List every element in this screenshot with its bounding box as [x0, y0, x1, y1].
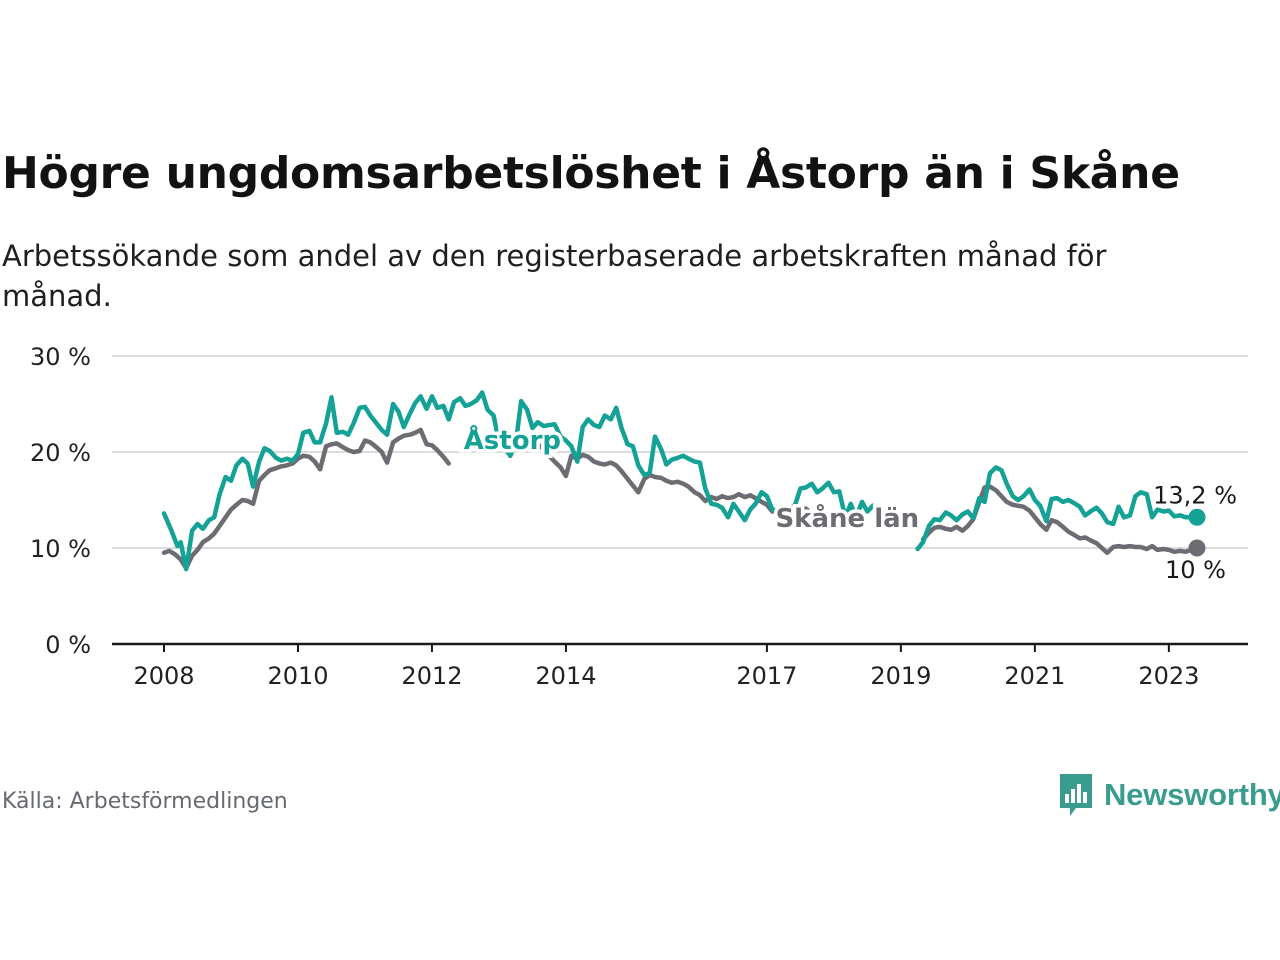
source-note: Källa: Arbetsförmedlingen: [2, 789, 288, 814]
x-tick-label: 2017: [736, 662, 797, 690]
skane-series-line: [161, 427, 451, 571]
astorp-end-marker: [1188, 508, 1206, 526]
x-tick-label: 2019: [870, 662, 931, 690]
x-tick-label: 2008: [133, 662, 194, 690]
astorp-series-label: Åstorp: [464, 424, 561, 456]
axis-layer: 0 % 10 % 20 % 30 % 2008 2010 2012 2014 2017 2019 2…: [30, 343, 1248, 690]
newsworthy-chart-icon: [1060, 774, 1092, 816]
astorp-series-line: [161, 390, 876, 572]
skane-value-label: 10 %: [1165, 556, 1226, 584]
series-layer: [161, 390, 1206, 572]
y-tick-label: 10 %: [30, 535, 91, 563]
chart-title: Högre ungdomsarbetslöshet i Åstorp än i …: [2, 148, 1180, 199]
y-tick-label: 30 %: [30, 343, 91, 371]
grid-layer: [112, 355, 1248, 549]
x-tick-label: 2021: [1004, 662, 1065, 690]
y-tick-label: 20 %: [30, 439, 91, 467]
astorp-value-label: 13,2 %: [1153, 481, 1237, 509]
newsworthy-logo: Newsworthy: [1058, 772, 1280, 818]
x-tick-label: 2023: [1138, 662, 1199, 690]
brand-name: Newsworthy: [1104, 777, 1280, 812]
astorp-series-line: [915, 465, 1200, 552]
skane-end-marker: [1188, 539, 1206, 557]
x-tick-label: 2012: [401, 662, 462, 690]
x-tick-label: 2014: [535, 662, 596, 690]
label-layer: 13,2 % 10 % Åstorp Skåne län: [460, 421, 1239, 587]
line-chart: 0 % 10 % 20 % 30 % 2008 2010 2012 2014 2017 2019 2…: [30, 343, 1248, 690]
skane-series-label: Skåne län: [775, 502, 919, 534]
x-tick-label: 2010: [267, 662, 328, 690]
y-tick-label: 0 %: [45, 631, 91, 659]
chart-subtitle: Arbetssökande som andel av den registerb…: [2, 239, 1107, 313]
skane-series-line: [920, 484, 1200, 556]
